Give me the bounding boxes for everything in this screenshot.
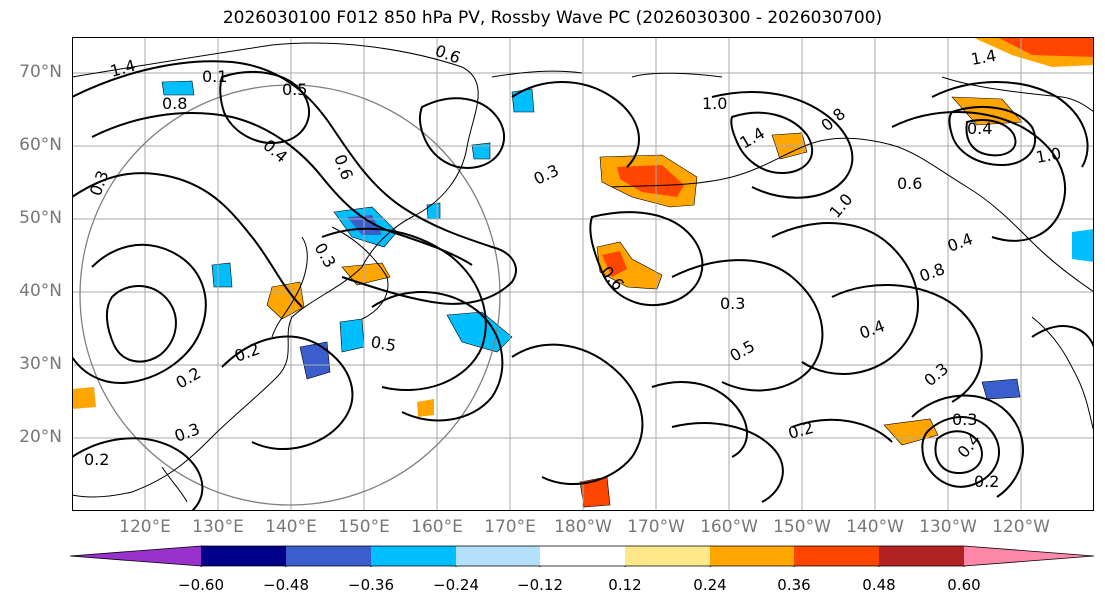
colorbar-tick-label: −0.24 xyxy=(433,576,479,594)
lon-label: 130°W xyxy=(919,517,977,537)
contour-label: 0.4 xyxy=(967,119,992,138)
negative-anomaly xyxy=(981,378,1021,400)
colorbar-tick-label: −0.48 xyxy=(263,576,309,594)
map-panel: 0.6 1.4 0.1 0.5 0.8 0.4 0.6 0.3 0.3 0.2 … xyxy=(72,37,1094,511)
positive-anomaly xyxy=(617,165,684,197)
contour-label: 0.5 xyxy=(727,336,759,365)
colorbar-tick-label: 0.12 xyxy=(608,576,642,594)
contour-label: 0.3 xyxy=(720,294,745,313)
contour-label: 0.2 xyxy=(974,472,999,491)
contour-label: 0.8 xyxy=(917,259,947,286)
contour-label: 0.2 xyxy=(84,450,109,469)
map-frame xyxy=(72,37,1094,511)
lat-label: 20°N xyxy=(19,427,62,447)
colorbar-tick-label: −0.36 xyxy=(348,576,394,594)
lat-label: 30°N xyxy=(19,354,62,374)
lon-label: 140°W xyxy=(846,517,904,537)
positive-anomaly xyxy=(266,281,305,320)
colorbar-segment xyxy=(794,546,879,566)
colorbar-segment xyxy=(879,546,964,566)
contour-label: 0.3 xyxy=(952,410,977,429)
colorbar-segment xyxy=(70,546,201,566)
colorbar-segment xyxy=(286,546,371,566)
colorbar-segment xyxy=(625,546,710,566)
negative-anomaly xyxy=(511,88,535,113)
contour-label: 0.4 xyxy=(945,229,975,256)
lon-label: 120°E xyxy=(119,517,171,537)
positive-anomaly xyxy=(341,262,391,286)
lat-label: 40°N xyxy=(19,281,62,301)
coastlines xyxy=(72,42,1094,503)
lon-label: 150°W xyxy=(773,517,831,537)
negative-anomaly xyxy=(299,341,331,380)
lon-label: 180°W xyxy=(554,517,612,537)
lon-label: 170°W xyxy=(627,517,685,537)
lon-label: 160°E xyxy=(411,517,463,537)
colorbar-tick-label: −0.12 xyxy=(517,576,563,594)
lon-label: 160°W xyxy=(700,517,758,537)
contour-label: 0.8 xyxy=(817,104,849,135)
negative-anomaly xyxy=(471,142,491,160)
contour-label: 1.4 xyxy=(737,123,769,152)
colorbar-tick-label: 0.48 xyxy=(862,576,896,594)
contour-label: 0.3 xyxy=(172,419,202,446)
contour-label: 1.0 xyxy=(1034,144,1062,167)
lon-label: 150°E xyxy=(338,517,390,537)
map-title: 2026030100 F012 850 hPa PV, Rossby Wave … xyxy=(222,8,883,28)
contour-label: 0.3 xyxy=(86,168,113,198)
pv-contours xyxy=(72,60,1094,511)
contour-label: 1.0 xyxy=(826,190,857,222)
lat-label: 60°N xyxy=(19,135,62,155)
colorbar-ticks xyxy=(200,566,965,567)
lon-label: 170°E xyxy=(484,517,536,537)
positive-anomaly xyxy=(602,251,627,277)
contour-label: 0.2 xyxy=(173,363,205,392)
positive-anomaly xyxy=(72,387,96,409)
lat-label: 70°N xyxy=(19,62,62,82)
positive-anomaly xyxy=(417,399,434,417)
negative-anomaly xyxy=(211,262,233,288)
colorbar-segment xyxy=(964,546,1094,566)
negative-anomaly xyxy=(446,311,513,353)
colorbar-segment xyxy=(540,546,625,566)
negative-anomaly xyxy=(161,80,195,96)
colorbar-tick-label: 0.60 xyxy=(947,576,981,594)
contour-label: 0.3 xyxy=(311,240,340,272)
negative-anomaly xyxy=(426,202,441,220)
contour-label: 0.5 xyxy=(369,332,397,355)
contour-label: 0.8 xyxy=(162,94,187,113)
contour-label: 0.3 xyxy=(920,359,952,390)
contour-label: 1.4 xyxy=(969,46,997,69)
positive-anomaly xyxy=(951,96,1023,126)
lat-label: 50°N xyxy=(19,208,62,228)
reference-circle xyxy=(79,84,501,506)
negative-anomaly xyxy=(1072,229,1094,262)
colorbar-tick-label: 0.36 xyxy=(777,576,811,594)
colorbar-segment xyxy=(371,546,456,566)
contour-label: 1.0 xyxy=(702,94,727,113)
colorbar-segment xyxy=(456,546,540,566)
contour-label: 0.4 xyxy=(954,430,985,462)
contour-label: 1.4 xyxy=(108,56,138,81)
contour-label: 0.4 xyxy=(857,316,887,343)
negative-anomaly xyxy=(339,318,365,353)
contour-label: 0.5 xyxy=(282,80,307,99)
lon-label: 120°W xyxy=(992,517,1050,537)
colorbar xyxy=(70,545,1095,567)
colorbar-tick-label: 0.24 xyxy=(693,576,727,594)
contour-label: 0.6 xyxy=(897,174,922,193)
colorbar-segment xyxy=(201,546,286,566)
lon-label: 140°E xyxy=(265,517,317,537)
contour-label: 0.3 xyxy=(531,161,562,189)
colorbar-segment xyxy=(710,546,794,566)
lon-label: 130°E xyxy=(192,517,244,537)
colorbar-tick-label: −0.60 xyxy=(178,576,224,594)
contour-label: 0.1 xyxy=(202,67,227,86)
contour-label: 0.2 xyxy=(786,418,816,443)
